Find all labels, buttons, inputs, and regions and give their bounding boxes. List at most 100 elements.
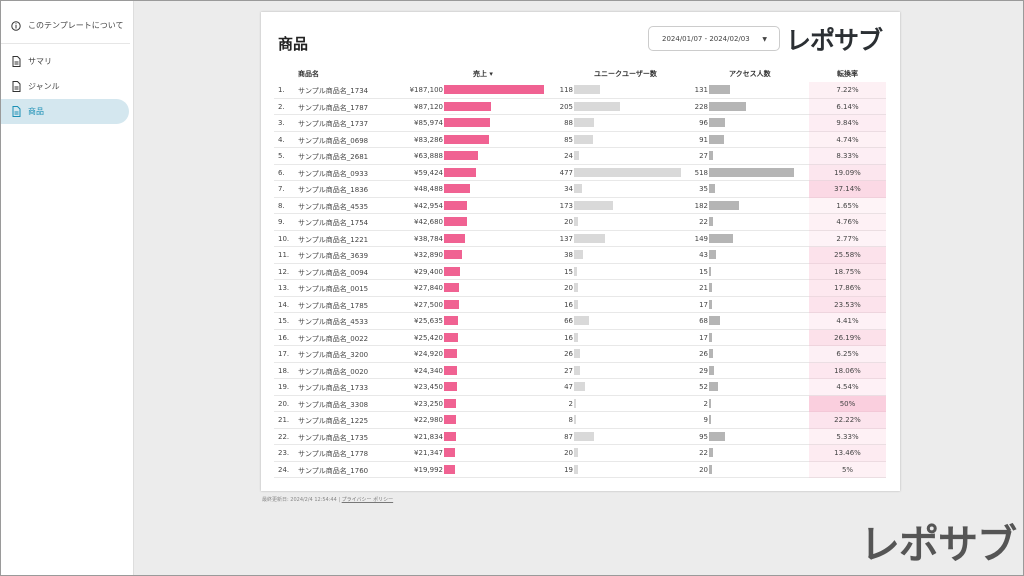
sidebar-item-genre[interactable]: ジャンル <box>0 74 129 99</box>
unique-users-value: 34 <box>564 185 573 193</box>
users-bar <box>574 151 580 160</box>
table-row[interactable]: 2. サンプル商品名_1787 ¥87,120 205 228 6.14% <box>274 98 886 115</box>
table-row[interactable]: 7. サンプル商品名_1836 ¥48,488 34 35 37.14% <box>274 181 886 198</box>
sidebar-item-products[interactable]: 商品 <box>0 99 129 124</box>
table-row[interactable]: 21. サンプル商品名_1225 ¥22,980 8 9 22.22% <box>274 412 886 429</box>
users-bar <box>574 118 594 127</box>
users-bar <box>574 200 613 210</box>
conversion-rate: 6.14% <box>809 98 886 115</box>
table-row[interactable]: 17. サンプル商品名_3200 ¥24,920 26 26 6.25% <box>274 346 886 363</box>
privacy-policy-link[interactable]: プライバシー ポリシー <box>341 497 394 503</box>
access-bar <box>709 464 713 474</box>
access-value: 52 <box>699 383 708 391</box>
sales-bar <box>444 415 457 424</box>
users-bar <box>574 349 580 358</box>
table-row[interactable]: 10. サンプル商品名_1221 ¥38,784 137 149 2.77% <box>274 230 886 247</box>
sales-value: ¥29,400 <box>414 267 443 276</box>
sales-bar <box>444 332 458 342</box>
access-bar <box>709 151 714 160</box>
table-row[interactable]: 24. サンプル商品名_1760 ¥19,992 19 20 5% <box>274 461 886 478</box>
product-name: サンプル商品名_1221 <box>298 235 369 244</box>
table-row[interactable]: 11. サンプル商品名_3639 ¥32,890 38 43 25.58% <box>274 247 886 264</box>
table-row[interactable]: 23. サンプル商品名_1778 ¥21,347 20 22 13.46% <box>274 445 886 462</box>
header-sales[interactable]: 売上 ▾ <box>473 70 493 78</box>
access-bar <box>709 349 714 358</box>
last-updated: 最終更新日: 2024/2/4 12:54:44 <box>262 497 337 503</box>
users-bar <box>574 167 681 177</box>
users-bar <box>574 382 585 391</box>
sidebar-item-about[interactable]: このテンプレートについて <box>0 13 129 38</box>
document-icon <box>11 56 21 67</box>
conversion-rate: 37.14% <box>809 181 886 198</box>
table-row[interactable]: 22. サンプル商品名_1735 ¥21,834 87 95 5.33% <box>274 428 886 445</box>
access-value: 518 <box>694 168 708 177</box>
sales-value: ¥21,347 <box>414 449 443 457</box>
page-title: 商品 <box>278 35 309 53</box>
users-bar <box>574 217 579 226</box>
table-row[interactable]: 6. サンプル商品名_0933 ¥59,424 477 518 19.09% <box>274 164 886 181</box>
date-range-picker[interactable]: 2024/01/07 - 2024/02/03 ▼ <box>648 26 780 51</box>
access-bar <box>709 167 794 177</box>
access-value: 2 <box>703 399 708 408</box>
product-name: サンプル商品名_0933 <box>298 169 369 178</box>
row-number: 7. <box>278 185 285 193</box>
header-access[interactable]: アクセス人数 <box>729 70 771 78</box>
table-row[interactable]: 18. サンプル商品名_0020 ¥24,340 27 29 18.06% <box>274 362 886 379</box>
access-bar <box>709 85 731 94</box>
sales-value: ¥85,974 <box>414 119 443 127</box>
row-number: 11. <box>278 251 290 259</box>
table-row[interactable]: 4. サンプル商品名_0698 ¥83,286 85 91 4.74% <box>274 131 886 148</box>
table-row[interactable]: 1. サンプル商品名_1734 ¥187,100 118 131 7.22% <box>274 82 886 99</box>
table-row[interactable]: 13. サンプル商品名_0015 ¥27,840 20 21 17.86% <box>274 280 886 297</box>
row-number: 19. <box>278 383 290 391</box>
users-bar <box>574 85 601 94</box>
access-bar <box>709 365 714 375</box>
sales-value: ¥42,954 <box>414 201 443 210</box>
brand-logo: レポサブ <box>786 26 883 55</box>
sales-value: ¥32,890 <box>414 251 443 259</box>
table-row[interactable]: 14. サンプル商品名_1785 ¥27,500 16 17 23.53% <box>274 296 886 313</box>
row-number: 13. <box>278 284 290 292</box>
table-row[interactable]: 3. サンプル商品名_1737 ¥85,974 88 96 9.84% <box>274 115 886 132</box>
sales-bar <box>444 85 544 94</box>
table-row[interactable]: 16. サンプル商品名_0022 ¥25,420 16 17 26.19% <box>274 329 886 346</box>
product-name: サンプル商品名_1785 <box>298 301 369 310</box>
table-row[interactable]: 15. サンプル商品名_4533 ¥25,635 66 68 4.41% <box>274 313 886 330</box>
table-row[interactable]: 8. サンプル商品名_4535 ¥42,954 173 182 1.65% <box>274 197 886 214</box>
row-number: 23. <box>278 449 290 457</box>
product-name: サンプル商品名_1836 <box>298 186 369 194</box>
header-name[interactable]: 商品名 <box>298 70 319 78</box>
sales-bar <box>444 200 467 210</box>
conversion-rate: 8.33% <box>809 148 886 165</box>
sales-value: ¥63,888 <box>414 152 443 160</box>
sales-value: ¥25,635 <box>414 317 443 325</box>
sales-value: ¥24,920 <box>414 350 443 358</box>
sales-value: ¥87,120 <box>414 102 443 111</box>
conversion-rate: 5.33% <box>809 428 886 445</box>
product-name: サンプル商品名_1760 <box>298 466 369 475</box>
sales-value: ¥48,488 <box>414 185 443 193</box>
unique-users-value: 19 <box>564 465 573 474</box>
info-icon <box>11 20 21 31</box>
table-row[interactable]: 9. サンプル商品名_1754 ¥42,680 20 22 4.76% <box>274 214 886 231</box>
unique-users-value: 2 <box>568 399 573 408</box>
header-users[interactable]: ユニークユーザー数 <box>594 70 657 78</box>
row-number: 14. <box>278 300 290 309</box>
table-row[interactable]: 20. サンプル商品名_3308 ¥23,250 2 2 50% <box>274 395 886 412</box>
table-row[interactable]: 12. サンプル商品名_0094 ¥29,400 15 15 18.75% <box>274 263 886 280</box>
header-conversion[interactable]: 転換率 <box>837 70 858 78</box>
row-number: 8. <box>278 201 285 210</box>
sidebar-item-label: サマリ <box>28 57 52 66</box>
sales-value: ¥59,424 <box>414 168 443 177</box>
access-value: 131 <box>694 86 708 94</box>
table-row[interactable]: 19. サンプル商品名_1733 ¥23,450 47 52 4.54% <box>274 379 886 396</box>
unique-users-value: 38 <box>564 251 573 259</box>
table-row[interactable]: 5. サンプル商品名_2681 ¥63,888 24 27 8.33% <box>274 148 886 165</box>
sidebar-item-summary[interactable]: サマリ <box>0 49 129 74</box>
sales-bar <box>444 151 479 160</box>
row-number: 22. <box>278 432 290 441</box>
row-number: 18. <box>278 366 290 375</box>
sales-value: ¥25,420 <box>414 333 443 342</box>
row-number: 12. <box>278 267 290 276</box>
access-value: 95 <box>699 432 708 441</box>
